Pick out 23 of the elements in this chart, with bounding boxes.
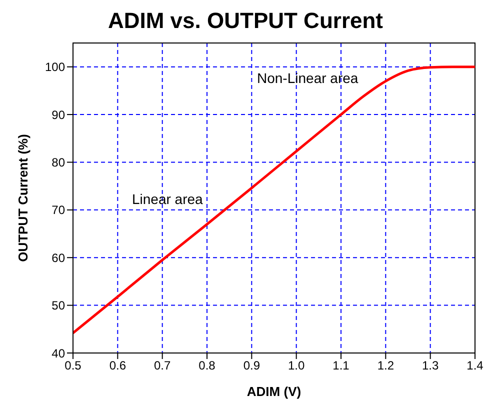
x-tick-label: 0.8 [198, 358, 216, 373]
x-tick-label: 1.4 [466, 358, 484, 373]
y-tick-label: 70 [52, 203, 66, 218]
x-tick-label: 1.3 [422, 358, 439, 373]
x-axis-title: ADIM (V) [246, 384, 302, 399]
x-tick-label: 0.9 [243, 358, 260, 373]
x-tick-label: 0.5 [64, 358, 82, 373]
y-tick-label: 60 [52, 250, 66, 265]
y-tick-label: 90 [52, 108, 66, 122]
y-tick-label: 80 [52, 155, 66, 170]
y-tick-label: 100 [44, 60, 66, 74]
chart-title: ADIM vs. OUTPUT Current [106, 8, 384, 35]
annotation: Non-Linear area [257, 70, 358, 86]
x-tick-label: 1.0 [288, 358, 305, 373]
y-axis-title: OUTPUT Current (%) [16, 134, 31, 262]
y-tick-label: 40 [52, 346, 66, 360]
y-tick-label: 50 [52, 298, 66, 313]
x-tick-label: 1.2 [377, 358, 394, 373]
line-series [73, 66, 475, 334]
x-tick-label: 0.7 [154, 358, 171, 373]
x-tick-label: 1.1 [332, 358, 350, 373]
x-tick-label: 0.6 [109, 358, 126, 373]
annotation: Linear area [132, 191, 203, 207]
